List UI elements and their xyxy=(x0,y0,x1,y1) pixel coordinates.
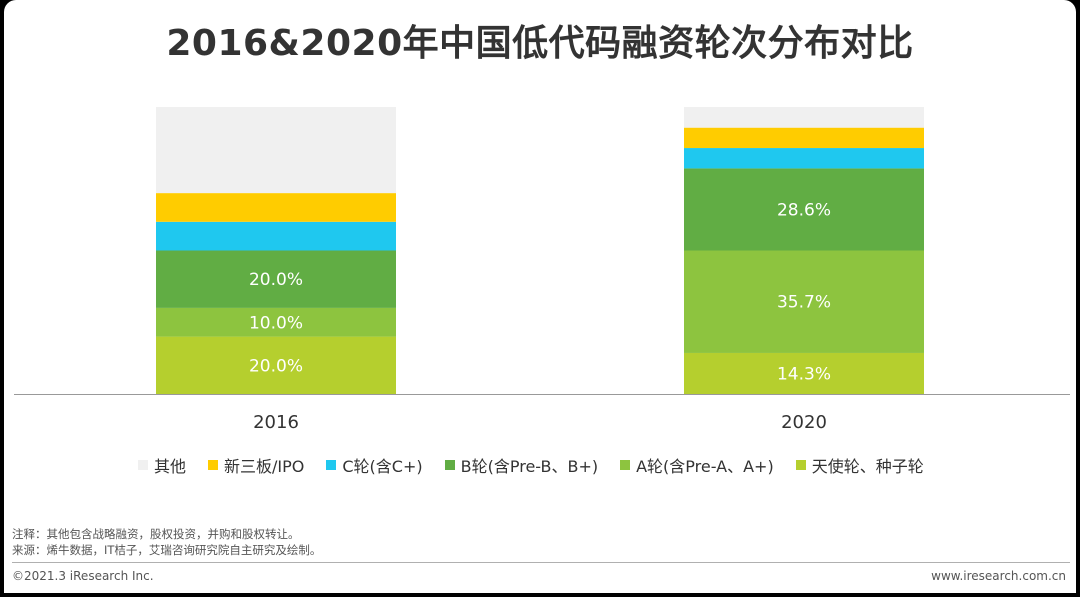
bar-segment-2016-1 xyxy=(156,307,396,337)
legend-swatch xyxy=(208,460,219,470)
data-label-2016-1: 10.0% xyxy=(249,313,303,333)
legend-label: C轮(含C+) xyxy=(342,457,423,476)
bar-segment-2016-0 xyxy=(156,336,396,394)
legend-item: A轮(含Pre-A、A+) xyxy=(620,453,774,477)
data-label-2016-2: 20.0% xyxy=(249,270,303,290)
legend-label: B轮(含Pre-B、B+) xyxy=(460,457,599,476)
bar-segment-2020-4 xyxy=(684,127,924,149)
legend-item: B轮(含Pre-B、B+) xyxy=(444,453,599,477)
x-tick-label-2016: 2016 xyxy=(253,412,299,433)
data-label-2020-0: 14.3% xyxy=(777,364,831,384)
copyright-text: ©2021.3 iResearch Inc. xyxy=(12,569,154,583)
stacked-bar-chart: 20.0% 10.0% 20.0% 2016 14.3% 35.7% 28.6% 2020 xyxy=(14,107,1070,433)
bar-segment-2020-5 xyxy=(684,107,924,128)
data-label-2020-1: 35.7% xyxy=(777,293,831,313)
chart-legend: 其他 新三板/IPO C轮(含C+) B轮(含Pre-B、B+) A轮(含Pre-A、A… xyxy=(138,453,924,477)
note-text: 注释：其他包含战略融资，股权投资，并购和股权转让。 xyxy=(12,527,300,541)
bar-segment-2016-3 xyxy=(156,221,396,251)
legend-label: 新三板/IPO xyxy=(224,457,305,476)
bar-segment-2020-0 xyxy=(684,352,924,394)
legend-item: 天使轮、种子轮 xyxy=(795,453,924,477)
legend-label: A轮(含Pre-A、A+) xyxy=(636,457,774,476)
data-label-2020-2: 28.6% xyxy=(777,200,831,220)
bar-segment-2020-2 xyxy=(684,168,924,251)
data-label-2016-0: 20.0% xyxy=(249,356,303,376)
footer-divider xyxy=(12,562,1070,563)
legend-swatch xyxy=(326,460,337,470)
website-text: www.iresearch.com.cn xyxy=(931,569,1066,583)
legend-label: 其他 xyxy=(154,457,187,476)
notes-block: 注释：其他包含战略融资，股权投资，并购和股权转让。 来源：烯牛数据，IT桔子，艾… xyxy=(12,526,321,558)
legend-swatch xyxy=(444,460,455,470)
legend-item: C轮(含C+) xyxy=(326,453,423,477)
bar-segment-2016-4 xyxy=(156,193,396,222)
legend-label: 天使轮、种子轮 xyxy=(811,457,924,476)
bar-segment-2020-1 xyxy=(684,250,924,353)
chart-title: 2016&2020年中国低代码融资轮次分布对比 xyxy=(166,23,914,64)
bar-segment-2016-2 xyxy=(156,250,396,308)
legend-swatch xyxy=(620,460,631,470)
legend-swatch xyxy=(138,460,148,470)
x-tick-label-2020: 2020 xyxy=(781,412,827,433)
legend-swatch xyxy=(795,460,806,470)
legend-item: 其他 xyxy=(138,453,186,477)
bar-segment-2020-3 xyxy=(684,148,924,169)
legend-item: 新三板/IPO xyxy=(208,453,304,477)
bar-segment-2016-5 xyxy=(156,107,396,194)
source-text: 来源：烯牛数据，IT桔子，艾瑞咨询研究院自主研究及绘制。 xyxy=(12,543,322,557)
